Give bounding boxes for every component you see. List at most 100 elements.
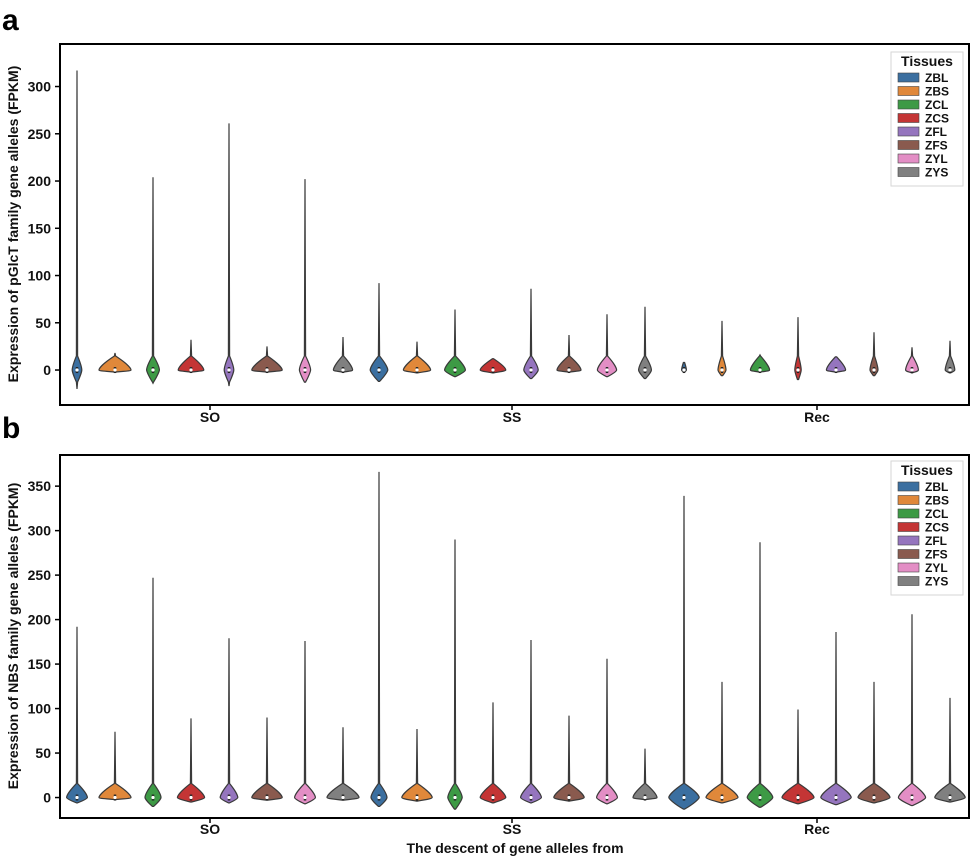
violin-median-zyl-so [303,795,307,800]
legend-label-zfs: ZFS [925,548,948,562]
legend-swatch-zfs [897,549,920,559]
violin-median-zbs-ss [415,368,419,372]
y-tick-label: 100 [28,268,52,284]
violin-zfs-ss [556,335,582,373]
x-tick-label-ss: SS [503,409,522,425]
legend-swatch-zbl [897,72,920,83]
violin-median-zfl-ss [529,368,533,372]
legend-label-zfl: ZFL [925,125,947,139]
panel-a-y-ticks: 0 50 100 150 200 250 300 [28,79,60,378]
legend-swatch-zcs [897,522,920,532]
violin-median-zys-so [341,368,345,372]
violin-zcs-rec [781,709,815,805]
violin-zfl-rec [820,632,852,806]
violin-median-zfl-so [227,368,231,372]
violin-median-zcs-ss [491,368,495,372]
violin-zbl-rec [668,495,700,810]
legend-swatch-zys [897,576,920,586]
violin-median-zbs-so [113,795,117,800]
violin-zfs-rec [869,332,879,377]
violin-median-zcs-so [189,795,193,800]
legend-label-zyl: ZYL [925,152,948,166]
panel-b-plot-frame [59,454,970,819]
violin-median-zfl-ss [529,795,533,800]
panel-a-letter: a [2,4,19,37]
violin-median-zbl-so [75,368,79,372]
panel-b-x-ticks: SO SS Rec [200,818,830,837]
violin-median-zcl-so [151,368,155,372]
violin-median-zcl-rec [758,795,762,800]
violin-median-zys-ss [643,368,647,372]
violin-median-zbl-rec [682,368,686,372]
violin-median-zbl-so [75,795,79,800]
legend-label-zfs: ZFS [925,139,948,153]
panel-b: b 0 50 100 150 200 250 300 350 SO SS Rec Expressi… [2,412,970,856]
panel-a-legend-title: Tissues [901,53,953,69]
legend-swatch-zfl [897,535,920,546]
panel-b-x-axis-title: The descent of gene alleles from [406,840,623,856]
panel-a-violins [71,70,956,389]
y-tick-label: 300 [28,523,52,539]
violin-median-zfs-rec [872,368,876,372]
violin-zbs-rec [705,681,739,804]
legend-swatch-zbs [897,86,920,96]
violin-median-zcl-ss [453,795,457,800]
violin-median-zfs-so [265,795,269,800]
violin-zfl-so [219,638,239,804]
x-tick-label-so: SO [200,821,220,837]
violin-median-zbs-so [113,368,117,372]
violin-zbs-rec [717,320,727,377]
y-tick-label: 0 [43,790,51,806]
violin-zys-ss [632,748,658,801]
violin-median-zyl-rec [910,795,914,800]
violin-zbs-ss [401,729,433,802]
violin-median-zcl-ss [453,368,457,372]
violin-median-zcs-ss [491,795,495,800]
violin-zyl-ss [595,658,619,805]
legend-label-zcs: ZCS [925,521,949,535]
violin-zys-so [332,336,354,373]
violin-median-zbs-rec [720,795,724,800]
violin-median-zbl-ss [377,795,381,800]
violin-median-zyl-ss [605,368,609,372]
legend-label-zcl: ZCL [925,98,948,112]
violin-median-zbl-ss [377,368,381,372]
violin-median-zys-so [341,795,345,800]
panel-a-x-ticks: SO SS Rec [200,405,830,425]
violin-median-zfs-ss [567,795,571,800]
violin-median-zbl-rec [682,795,686,800]
panel-b-violins [65,471,966,810]
y-tick-label: 300 [28,79,52,95]
panel-b-letter: b [2,412,20,445]
violin-zyl-so [298,179,312,383]
panel-a-plot-frame [59,43,970,406]
violin-median-zcl-so [151,795,155,800]
legend-label-zcs: ZCS [925,112,949,126]
violin-zcs-ss [479,702,507,804]
legend-label-zcl: ZCL [925,507,948,521]
panel-b-y-ticks: 0 50 100 150 200 250 300 350 [28,478,60,806]
violin-zyl-so [293,640,317,805]
violin-zfl-ss [523,288,539,380]
violin-median-zfl-rec [834,795,838,800]
legend-swatch-zbl [897,481,920,492]
violin-median-zfl-rec [834,368,838,372]
y-tick-label: 100 [28,701,52,717]
violin-median-zfs-ss [567,368,571,372]
violin-zys-so [326,727,360,801]
legend-swatch-zcl [897,99,920,110]
legend-label-zbs: ZBS [925,85,949,99]
panel-b-legend-title: Tissues [901,462,953,478]
violin-zfs-ss [553,715,585,802]
violin-median-zfs-so [265,368,269,372]
legend-swatch-zbs [897,495,920,505]
legend-swatch-zcl [897,508,920,519]
x-tick-label-rec: Rec [804,409,830,425]
legend-swatch-zyl [897,562,920,573]
violin-zyl-rec [897,614,927,807]
violin-zfl-so [223,123,235,387]
violin-median-zbs-rec [720,368,724,372]
